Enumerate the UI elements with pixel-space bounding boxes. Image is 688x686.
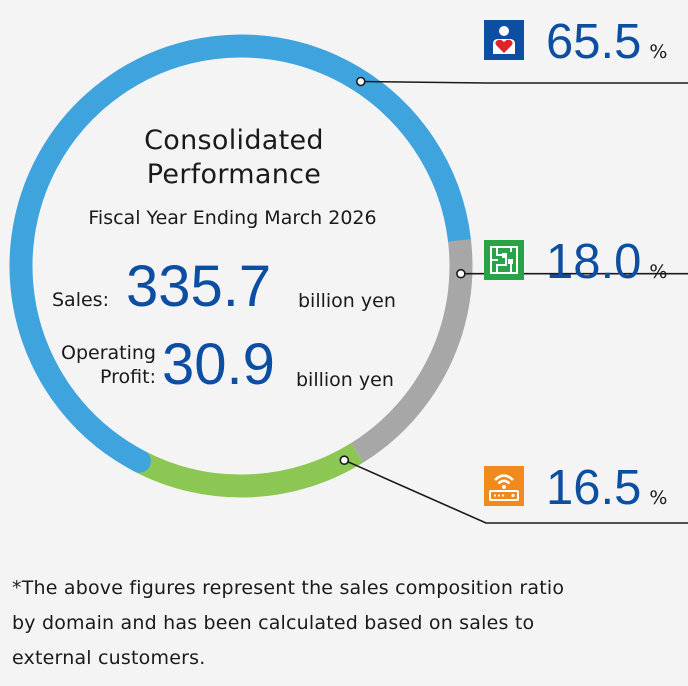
leader-lines — [339, 76, 688, 524]
donut-segment-3 — [134, 442, 364, 498]
sales-value: 335.7 — [126, 254, 272, 319]
fiscal-year: Fiscal Year Ending March 2026 — [88, 207, 377, 229]
percent-row-2: 18.0 % — [546, 234, 667, 290]
donut-segment-1 — [9, 34, 471, 473]
circuit-board-icon — [484, 240, 524, 280]
title-line2: Performance — [146, 159, 322, 190]
percent-sign-1: % — [649, 41, 668, 63]
operating-profit-unit: billion yen — [296, 369, 394, 391]
footnote-line3: external customers. — [12, 647, 206, 669]
footnote-line2: by domain and has been calculated based … — [12, 612, 535, 634]
percent-sign-2: % — [649, 261, 668, 283]
percent-row-3: 16.5 % — [546, 460, 667, 516]
percent-value-3: 16.5 — [546, 461, 642, 515]
donut-segment-2 — [351, 238, 473, 463]
chart-title: Consolidated Performance — [90, 124, 378, 192]
percent-value-1: 65.5 — [546, 15, 642, 69]
percent-value-2: 18.0 — [546, 235, 642, 289]
footnote: *The above figures represent the sales c… — [12, 571, 672, 676]
percent-row-1: 65.5 % — [546, 14, 667, 70]
op-label-line1: Operating — [61, 342, 156, 364]
footnote-line1: *The above figures represent the sales c… — [12, 577, 565, 599]
heart-care-icon — [484, 20, 524, 60]
operating-profit-label: Operating Profit: — [48, 341, 156, 389]
leader-dot-3 — [339, 455, 350, 466]
leader-line-1 — [360, 80, 688, 84]
op-label-line2: Profit: — [100, 366, 156, 388]
leader-dot-1 — [355, 76, 366, 87]
percent-sign-3: % — [649, 487, 668, 509]
sales-unit: billion yen — [298, 290, 396, 312]
title-line1: Consolidated — [144, 125, 324, 156]
wifi-router-icon — [484, 466, 524, 506]
leader-dot-2 — [456, 268, 466, 279]
leader-line-3 — [343, 459, 688, 524]
operating-profit-value: 30.9 — [162, 332, 275, 397]
sales-label: Sales: — [52, 289, 109, 311]
